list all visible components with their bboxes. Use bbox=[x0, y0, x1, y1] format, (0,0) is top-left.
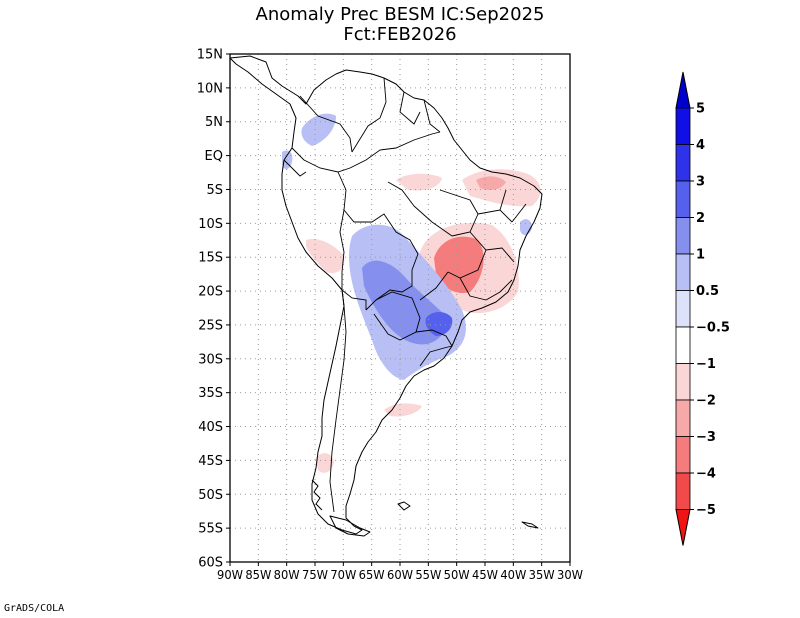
lon-label: 65W bbox=[359, 568, 385, 582]
colorbar-label: 4 bbox=[696, 138, 705, 153]
lat-label: 55S bbox=[198, 522, 223, 537]
colorbar-segment bbox=[675, 290, 691, 328]
lat-label: 50S bbox=[198, 488, 223, 503]
falkland-islands bbox=[397, 501, 411, 511]
anom-brazil-central-dry-core bbox=[434, 236, 484, 294]
colorbar-label: −1 bbox=[696, 357, 716, 372]
colorbar-segment bbox=[675, 363, 691, 401]
lat-label: 30S bbox=[198, 352, 223, 367]
anom-patagonia-dry bbox=[316, 453, 334, 473]
lon-label: 35W bbox=[529, 568, 555, 582]
border-colombia-venezuela bbox=[299, 95, 353, 153]
anom-brazil-northeast-dry bbox=[462, 169, 541, 207]
lon-label: 85W bbox=[245, 568, 271, 582]
latitude-axis: 15N 10N 5N EQ 5S 10S 15S 20S 25S 30S 35S 40S 45S 50S 5… bbox=[197, 48, 230, 571]
anom-amazon-dry bbox=[396, 173, 442, 191]
colorbar-label: −0.5 bbox=[696, 321, 730, 336]
south-georgia-island bbox=[521, 521, 539, 529]
colorbar-segment bbox=[675, 326, 691, 364]
lon-label: 55W bbox=[415, 568, 441, 582]
lat-label: 45S bbox=[198, 454, 223, 469]
colorbar-top-arrow bbox=[675, 71, 691, 109]
lat-label: 10N bbox=[197, 81, 223, 96]
colorbar-label: 3 bbox=[696, 175, 705, 190]
lat-label: 20S bbox=[198, 285, 223, 300]
credit-label: GrADS/COLA bbox=[4, 603, 65, 614]
anom-parana-mid-wet bbox=[362, 260, 447, 345]
lon-label: 90W bbox=[217, 568, 243, 582]
colorbar-label: 2 bbox=[696, 211, 705, 226]
border-peru-brazil bbox=[337, 171, 419, 255]
colorbar-label: 0.5 bbox=[696, 284, 719, 299]
border-uruguay bbox=[419, 345, 453, 367]
map-subtitle: Fct:FEB2026 bbox=[343, 24, 457, 45]
colorbar-segment bbox=[675, 107, 691, 145]
colorbar-segment bbox=[675, 436, 691, 474]
lon-label: 45W bbox=[472, 568, 498, 582]
anomaly-layer bbox=[282, 113, 541, 473]
colorbar-segment bbox=[675, 180, 691, 218]
lat-label: 60S bbox=[198, 556, 223, 571]
lon-label: 40W bbox=[500, 568, 526, 582]
border-peru-bolivia bbox=[339, 209, 345, 290]
lat-label: EQ bbox=[205, 149, 223, 164]
lat-label: 40S bbox=[198, 420, 223, 435]
country-borders bbox=[283, 77, 527, 513]
lat-label: 15S bbox=[198, 251, 223, 266]
chiloe-fjords bbox=[311, 479, 323, 511]
tierra-del-fuego bbox=[329, 515, 371, 537]
grid-layer bbox=[230, 54, 570, 562]
anom-colombia-wet bbox=[301, 113, 336, 146]
lat-label: 15N bbox=[197, 48, 223, 63]
border-brazil-north bbox=[349, 131, 441, 169]
border-colombia-peru bbox=[291, 147, 351, 173]
anom-peru-coast-dry bbox=[306, 238, 345, 274]
colorbar-label: −3 bbox=[696, 430, 716, 445]
lon-label: 60W bbox=[387, 568, 413, 582]
colorbar-bottom-arrow bbox=[675, 509, 691, 546]
anom-argentina-dry bbox=[384, 403, 422, 417]
border-guianas bbox=[399, 91, 441, 133]
lon-label: 50W bbox=[444, 568, 470, 582]
lat-label: 5N bbox=[205, 115, 223, 130]
lat-label: 25S bbox=[198, 318, 223, 333]
colorbar-label: −4 bbox=[696, 467, 716, 482]
lon-label: 30W bbox=[557, 568, 583, 582]
border-bolivia-chile-argentina bbox=[341, 289, 367, 310]
colorbar-segment bbox=[675, 253, 691, 291]
lat-label: 10S bbox=[198, 217, 223, 232]
south-america-coastline bbox=[229, 55, 543, 535]
colorbar: 5 4 3 2 1 0.5 −0.5 −1 −2 −3 −4 −5 bbox=[675, 71, 730, 546]
border-ecuador-peru bbox=[283, 159, 307, 177]
brazil-states bbox=[387, 181, 527, 301]
lon-label: 80W bbox=[274, 568, 300, 582]
border-venezuela-guyana bbox=[351, 77, 387, 153]
border-paraguay bbox=[373, 291, 421, 341]
colorbar-segment bbox=[675, 144, 691, 182]
lat-label: 35S bbox=[198, 386, 223, 401]
colorbar-label: −2 bbox=[696, 394, 716, 409]
anom-ecuador-wet bbox=[282, 150, 293, 170]
colorbar-segment bbox=[675, 472, 691, 510]
border-argentina-brazil bbox=[415, 329, 453, 347]
lon-label: 75W bbox=[302, 568, 328, 582]
colorbar-segment bbox=[675, 399, 691, 437]
colorbar-label: −5 bbox=[696, 503, 716, 518]
lat-label: 5S bbox=[206, 183, 223, 198]
colorbar-label: 1 bbox=[696, 248, 705, 263]
lon-label: 70W bbox=[330, 568, 356, 582]
longitude-axis: 90W 85W 80W 75W 70W 65W 60W 55W 50W 45W 40W 35W 30W bbox=[217, 562, 583, 582]
map-title: Anomaly Prec BESM IC:Sep2025 bbox=[255, 4, 545, 25]
anom-brazil-northeast-dry-core bbox=[476, 176, 506, 190]
border-chile-argentina bbox=[329, 289, 347, 513]
colorbar-label: 5 bbox=[696, 102, 705, 117]
coastlines bbox=[229, 55, 543, 537]
colorbar-segment bbox=[675, 217, 691, 255]
anom-east-coast-wet bbox=[520, 219, 532, 236]
